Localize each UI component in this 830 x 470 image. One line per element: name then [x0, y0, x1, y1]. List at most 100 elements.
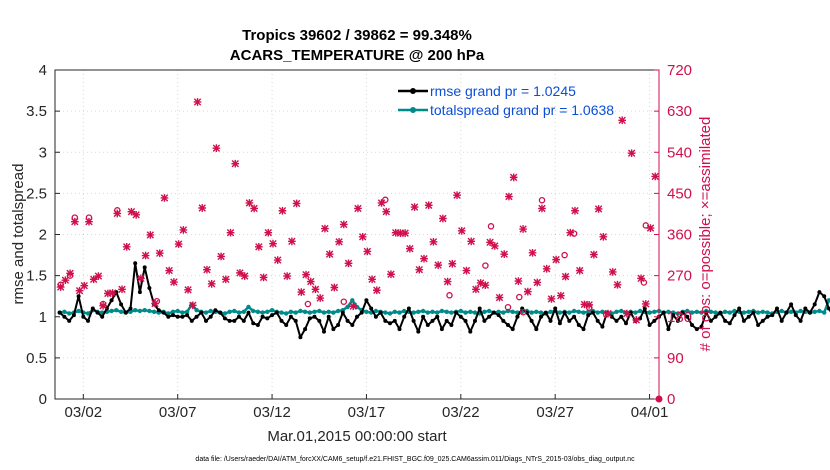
- rmse-point: [383, 318, 388, 323]
- obs-assimilated-marker: [439, 214, 447, 223]
- rmse-point: [265, 316, 270, 321]
- rmse-point: [119, 302, 124, 307]
- rmse-point: [727, 321, 732, 326]
- totalspread-point: [746, 309, 751, 314]
- rmse-point: [562, 310, 567, 315]
- rmse-point: [364, 298, 369, 303]
- rmse-point: [666, 327, 671, 332]
- rmse-point: [355, 314, 359, 319]
- rmse-point: [104, 306, 109, 311]
- totalspread-point: [114, 308, 119, 313]
- rmse-point: [204, 318, 208, 323]
- totalspread-point: [647, 310, 652, 315]
- rmse-point: [661, 310, 666, 315]
- obs-assimilated-marker: [188, 301, 197, 310]
- rmse-point: [435, 314, 440, 319]
- obs-assimilated-marker: [429, 237, 438, 246]
- obs-assimilated-marker: [151, 299, 159, 308]
- obs-assimilated-marker: [104, 289, 112, 298]
- rmse-point: [62, 314, 67, 319]
- totalspread-point: [184, 309, 190, 314]
- rmse-point: [741, 318, 746, 323]
- obs-assimilated-marker: [212, 144, 221, 152]
- obs-assimilated-marker: [349, 302, 358, 311]
- y-left-tick-label: 0.5: [26, 350, 47, 367]
- obs-assimilated-marker: [75, 286, 84, 295]
- totalspread-point: [666, 309, 671, 314]
- rmse-point: [784, 310, 789, 315]
- totalspread-point: [501, 310, 506, 315]
- legend-rmse-marker: [410, 88, 416, 94]
- rmse-point: [557, 321, 562, 326]
- rmse-point: [506, 323, 510, 327]
- totalspread-point: [765, 310, 770, 315]
- obs-assimilated-marker: [377, 199, 386, 207]
- rmse-point: [675, 318, 680, 323]
- obs-possible-marker: [516, 293, 523, 301]
- totalspread-point: [208, 308, 213, 314]
- obs-assimilated-marker: [472, 285, 480, 294]
- y-axis-right-label: # of obs: o=possible; ×=assimilated: [697, 117, 714, 352]
- rmse-point: [86, 318, 90, 323]
- totalspread-point: [151, 309, 157, 314]
- totalspread-point: [468, 309, 473, 314]
- rmse-point: [671, 313, 676, 318]
- obs-assimilated-marker: [283, 272, 292, 280]
- totalspread-point: [76, 308, 81, 314]
- y-right-tick-label: 540: [667, 144, 692, 161]
- grid-lines: [55, 70, 659, 399]
- obs-assimilated-marker: [330, 283, 339, 292]
- rmse-point: [454, 310, 459, 315]
- rmse-point: [756, 323, 761, 327]
- rmse-point: [468, 329, 473, 334]
- rmse-point: [680, 310, 685, 315]
- rmse-point: [298, 335, 303, 340]
- rmse-point: [444, 318, 449, 323]
- rmse-point: [487, 314, 492, 319]
- obs-assimilated-marker: [165, 266, 174, 275]
- obs-assimilated-marker: [122, 242, 131, 251]
- totalspread-point: [817, 308, 822, 314]
- totalspread-point: [430, 309, 435, 314]
- totalspread-point: [581, 310, 586, 315]
- rmse-point: [779, 318, 784, 323]
- obs-assimilated-marker: [557, 291, 565, 300]
- totalspread-point: [449, 310, 454, 315]
- rmse-point: [515, 314, 520, 319]
- rmse-point: [775, 306, 779, 311]
- totalspread-point: [137, 308, 143, 314]
- rmse-point: [232, 318, 237, 323]
- obs-assimilated-marker: [637, 274, 645, 283]
- obs-assimilated-marker: [137, 274, 145, 283]
- obs-assimilated-marker: [344, 259, 353, 268]
- obs-assimilated-marker: [641, 300, 650, 308]
- totalspread-point: [482, 309, 487, 314]
- totalspread-point: [293, 310, 298, 315]
- totalspread-point: [567, 310, 572, 315]
- obs-assimilated-marker: [538, 204, 546, 213]
- y-right-tick-label: 180: [667, 309, 692, 326]
- rmse-point: [765, 314, 770, 319]
- rmse-point: [567, 318, 572, 323]
- chart-title-line2: ACARS_TEMPERATURE @ 200 hPa: [230, 47, 485, 64]
- totalspread-point: [548, 309, 553, 314]
- obs-assimilated-marker: [207, 280, 216, 288]
- obs-assimilated-marker: [240, 272, 249, 280]
- obs-assimilated-marker: [599, 232, 608, 241]
- rmse-point: [624, 321, 628, 326]
- legend-spread-marker: [410, 107, 416, 113]
- totalspread-point: [458, 308, 463, 314]
- rmse-point: [789, 302, 794, 307]
- obs-assimilated-marker: [335, 237, 343, 246]
- obs-assimilated-marker: [594, 205, 603, 213]
- rmse-point: [539, 314, 543, 319]
- obs-assimilated-marker: [509, 173, 518, 182]
- totalspread-point: [298, 308, 303, 314]
- rmse-point: [137, 290, 142, 295]
- obs-assimilated-marker: [127, 207, 136, 216]
- y-right-tick-label: 360: [667, 227, 692, 244]
- totalspread-point: [67, 311, 72, 316]
- rmse-point: [439, 327, 444, 332]
- totalspread-point: [675, 311, 681, 316]
- rmse-point: [189, 318, 194, 323]
